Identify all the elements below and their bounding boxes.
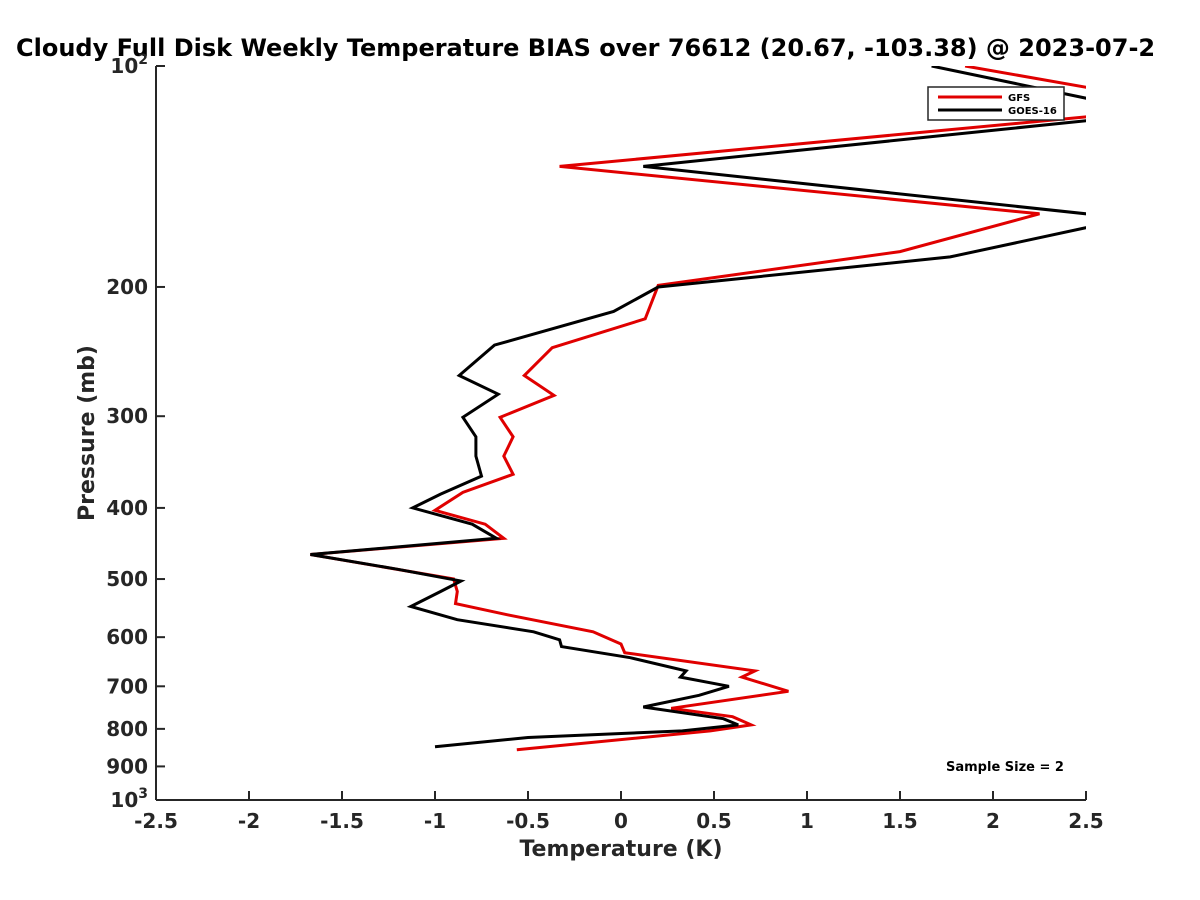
sample-size-annotation: Sample Size = 2: [946, 760, 1064, 775]
y-ticks: 102 200 300 400 500 600 700 800 900 103: [106, 52, 165, 812]
y-tick-label: 102: [110, 52, 148, 78]
legend-label-gfs: GFS: [1008, 93, 1030, 104]
y-axis-label: Pressure (mb): [75, 345, 100, 521]
x-tick-label: 0.5: [696, 809, 731, 833]
y-tick-label: 600: [106, 625, 148, 649]
x-tick-label: 2.5: [1068, 809, 1103, 833]
x-tick-label: 1: [800, 809, 814, 833]
x-tick-label: -1: [424, 809, 446, 833]
x-tick-label: -2.5: [134, 809, 178, 833]
x-ticks: -2.5 -2 -1.5 -1 -0.5 0 0.5 1 1.5 2 2.5: [134, 791, 1104, 833]
x-tick-label: 0: [614, 809, 628, 833]
series-layer: [310, 66, 1086, 752]
y-tick-label: 700: [106, 674, 148, 698]
y-tick-label: 500: [106, 567, 148, 591]
y-tick-label: 900: [106, 754, 148, 778]
series-line-gfs: [310, 66, 1086, 752]
x-tick-label: -1.5: [320, 809, 364, 833]
x-tick-label: 2: [986, 809, 1000, 833]
x-axis-label: Temperature (K): [519, 837, 722, 862]
legend: GFS GOES-16: [927, 86, 1065, 121]
legend-box: [927, 86, 1065, 121]
y-tick-label: 200: [106, 275, 148, 299]
x-tick-label: 1.5: [882, 809, 917, 833]
chart-title: Cloudy Full Disk Weekly Temperature BIAS…: [16, 34, 1155, 62]
y-tick-label: 103: [110, 786, 148, 812]
y-tick-label: 300: [106, 404, 148, 428]
x-tick-label: -2: [238, 809, 260, 833]
series-line-goes16: [310, 66, 1086, 749]
y-tick-label: 800: [106, 717, 148, 741]
y-tick-label: 400: [106, 496, 148, 520]
x-tick-label: -0.5: [506, 809, 550, 833]
legend-label-goes16: GOES-16: [1008, 106, 1057, 117]
